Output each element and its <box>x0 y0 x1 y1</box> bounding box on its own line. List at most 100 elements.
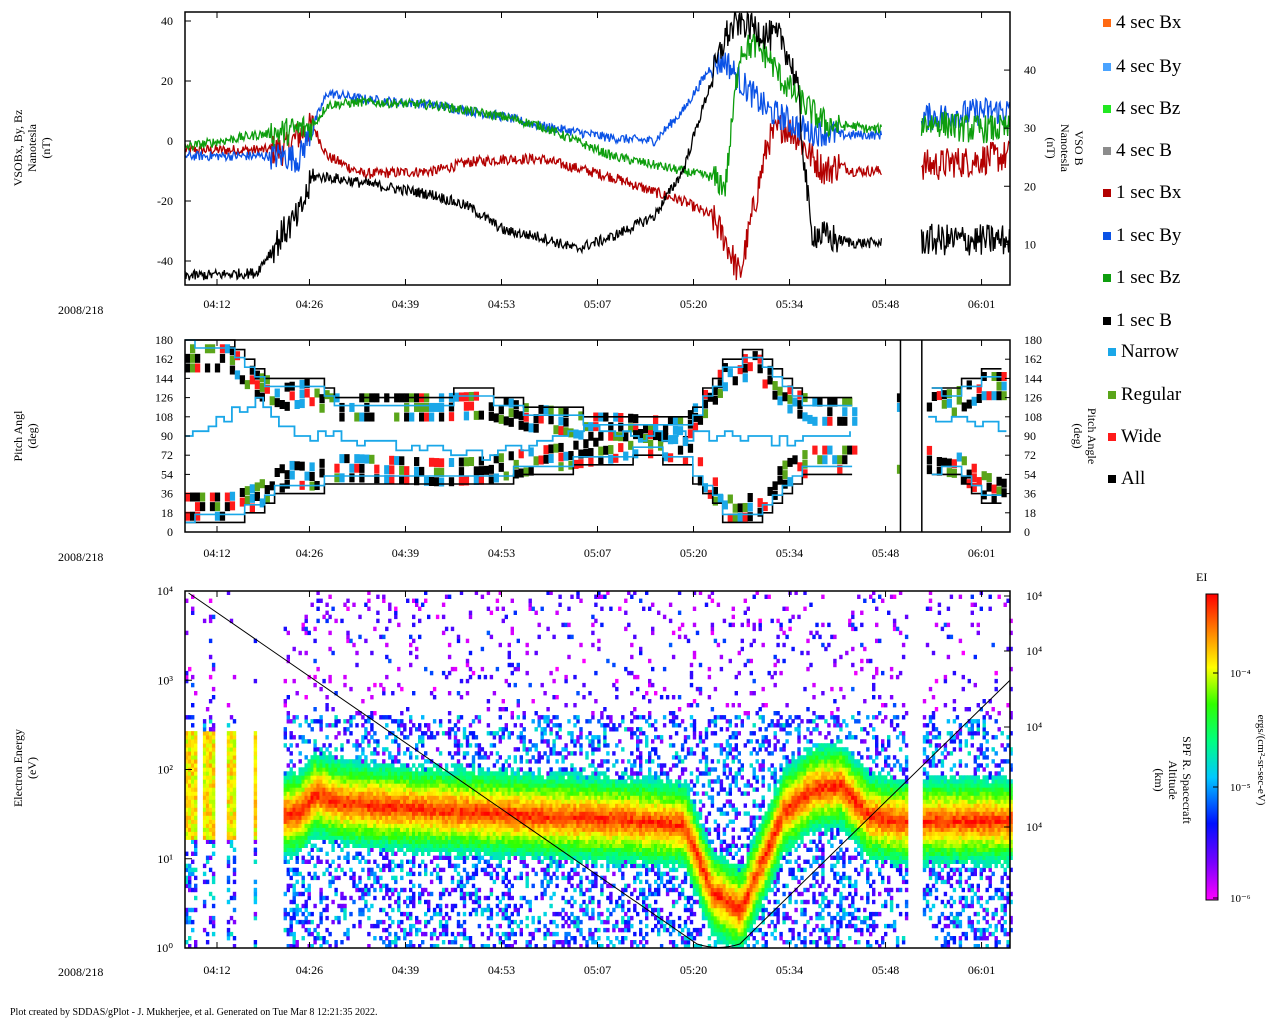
spectrogram-noise <box>441 887 446 893</box>
spectrogram-cell <box>415 815 419 820</box>
spectrogram-cell <box>510 819 514 824</box>
spectrogram-cell <box>528 815 532 820</box>
spectrogram-noise <box>191 851 195 856</box>
spectrogram-noise <box>373 751 377 756</box>
spectrogram-noise <box>534 650 538 656</box>
pitch-upper-block <box>234 351 241 361</box>
spectrogram-noise <box>202 618 207 624</box>
spectrogram-cell <box>528 807 532 812</box>
spectrogram-cell <box>564 855 568 860</box>
spectrogram-cell <box>361 779 365 784</box>
spectrogram-cell <box>373 823 377 828</box>
spectrogram-noise <box>391 691 395 696</box>
spectrogram-cell <box>522 823 526 828</box>
spectrogram-noise <box>370 903 374 909</box>
spectrogram-cell <box>459 851 464 856</box>
spectrogram-noise <box>450 875 455 881</box>
spectrogram-cell <box>421 791 425 796</box>
spectrogram-noise <box>313 674 317 680</box>
spectrogram-cell <box>483 843 488 848</box>
spectrogram-cell <box>370 787 374 792</box>
spectrogram-cell <box>394 827 398 832</box>
spectrogram-noise <box>286 715 290 720</box>
spectrogram-cell <box>205 819 210 824</box>
spectrogram-noise <box>564 678 568 684</box>
spectrogram-cell <box>510 835 514 840</box>
spectrogram-noise <box>328 871 332 877</box>
x-tick-label: 04:53 <box>488 297 515 311</box>
spectrogram-cell <box>328 787 332 792</box>
spectrogram-cell <box>406 803 410 808</box>
spectrogram-cell <box>421 815 425 820</box>
spectrogram-cell <box>432 843 437 848</box>
pitch-lower-block <box>349 463 355 473</box>
spectrogram-cell <box>185 827 189 832</box>
spectrogram-noise <box>424 919 428 925</box>
spectrogram-noise <box>400 887 404 893</box>
spectrogram-cell <box>519 839 523 844</box>
spectrogram-noise <box>185 867 189 873</box>
spectrogram-noise <box>438 875 443 881</box>
pitch-upper-block <box>428 412 435 422</box>
spectrogram-noise <box>343 907 347 913</box>
spectrogram-noise <box>588 879 592 885</box>
spectrogram-cell <box>232 735 237 740</box>
spectrogram-noise <box>286 719 290 724</box>
pitch-lower-block <box>438 477 445 487</box>
spectrogram-noise <box>334 747 338 752</box>
spectrogram-noise <box>397 923 401 929</box>
y-tick-label: 36 <box>161 487 173 501</box>
spectrogram-noise <box>358 614 362 620</box>
spectrogram-cell <box>373 819 377 824</box>
spectrogram-cell <box>432 831 437 836</box>
spectrogram-cell <box>456 795 461 800</box>
spectrogram-noise <box>367 887 371 893</box>
spectrogram-cell <box>373 811 377 816</box>
spectrogram-cell <box>307 815 311 820</box>
spectrogram-cell <box>334 783 338 788</box>
spectrogram-noise <box>289 899 293 905</box>
spectrogram-noise <box>370 650 374 656</box>
spectrogram-cell <box>208 763 213 768</box>
spectrogram-noise <box>549 719 553 724</box>
spectrogram-noise <box>313 719 317 724</box>
spectrogram-cell <box>394 783 398 788</box>
spectrogram-noise <box>528 598 532 603</box>
spectrogram-noise <box>373 759 377 764</box>
spectrogram-noise <box>424 867 428 873</box>
spectrogram-cell <box>537 779 541 784</box>
spectrogram-noise <box>229 618 234 624</box>
spectrogram-noise <box>313 626 317 632</box>
spectrogram-cell <box>397 811 401 816</box>
spectrogram-cell <box>555 791 559 796</box>
spectrogram-noise <box>486 859 491 864</box>
spectrogram-cell <box>403 839 407 844</box>
spectrogram-noise <box>588 739 592 744</box>
spectrogram-cell <box>208 835 213 840</box>
spectrogram-noise <box>525 642 529 648</box>
spectrogram-cell <box>388 763 392 768</box>
spectrogram-cell <box>337 783 341 788</box>
spectrogram-noise <box>391 887 395 893</box>
pitch-lower-block <box>279 483 285 493</box>
spectrogram-cell <box>188 799 192 804</box>
spectrogram-noise <box>304 695 308 700</box>
spectrogram-cell <box>468 787 473 792</box>
spectrogram-noise <box>432 911 437 917</box>
spectrogram-noise <box>516 638 520 644</box>
spectrogram-noise <box>391 731 395 736</box>
spectrogram-cell <box>579 831 583 836</box>
spectrogram-cell <box>367 803 371 808</box>
spectrogram-noise <box>211 686 216 692</box>
spectrogram-cell <box>376 811 380 816</box>
pitch-lower-block <box>414 457 420 467</box>
spectrogram-cell <box>367 799 371 804</box>
spectrogram-noise <box>570 903 574 909</box>
spectrogram-cell <box>483 815 488 820</box>
spectrogram-noise <box>307 851 311 856</box>
spectrogram-cell <box>229 775 234 780</box>
spectrogram-noise <box>504 723 508 728</box>
spectrogram-cell <box>406 835 410 840</box>
spectrogram-cell <box>406 823 410 828</box>
spectrogram-cell <box>441 779 446 784</box>
